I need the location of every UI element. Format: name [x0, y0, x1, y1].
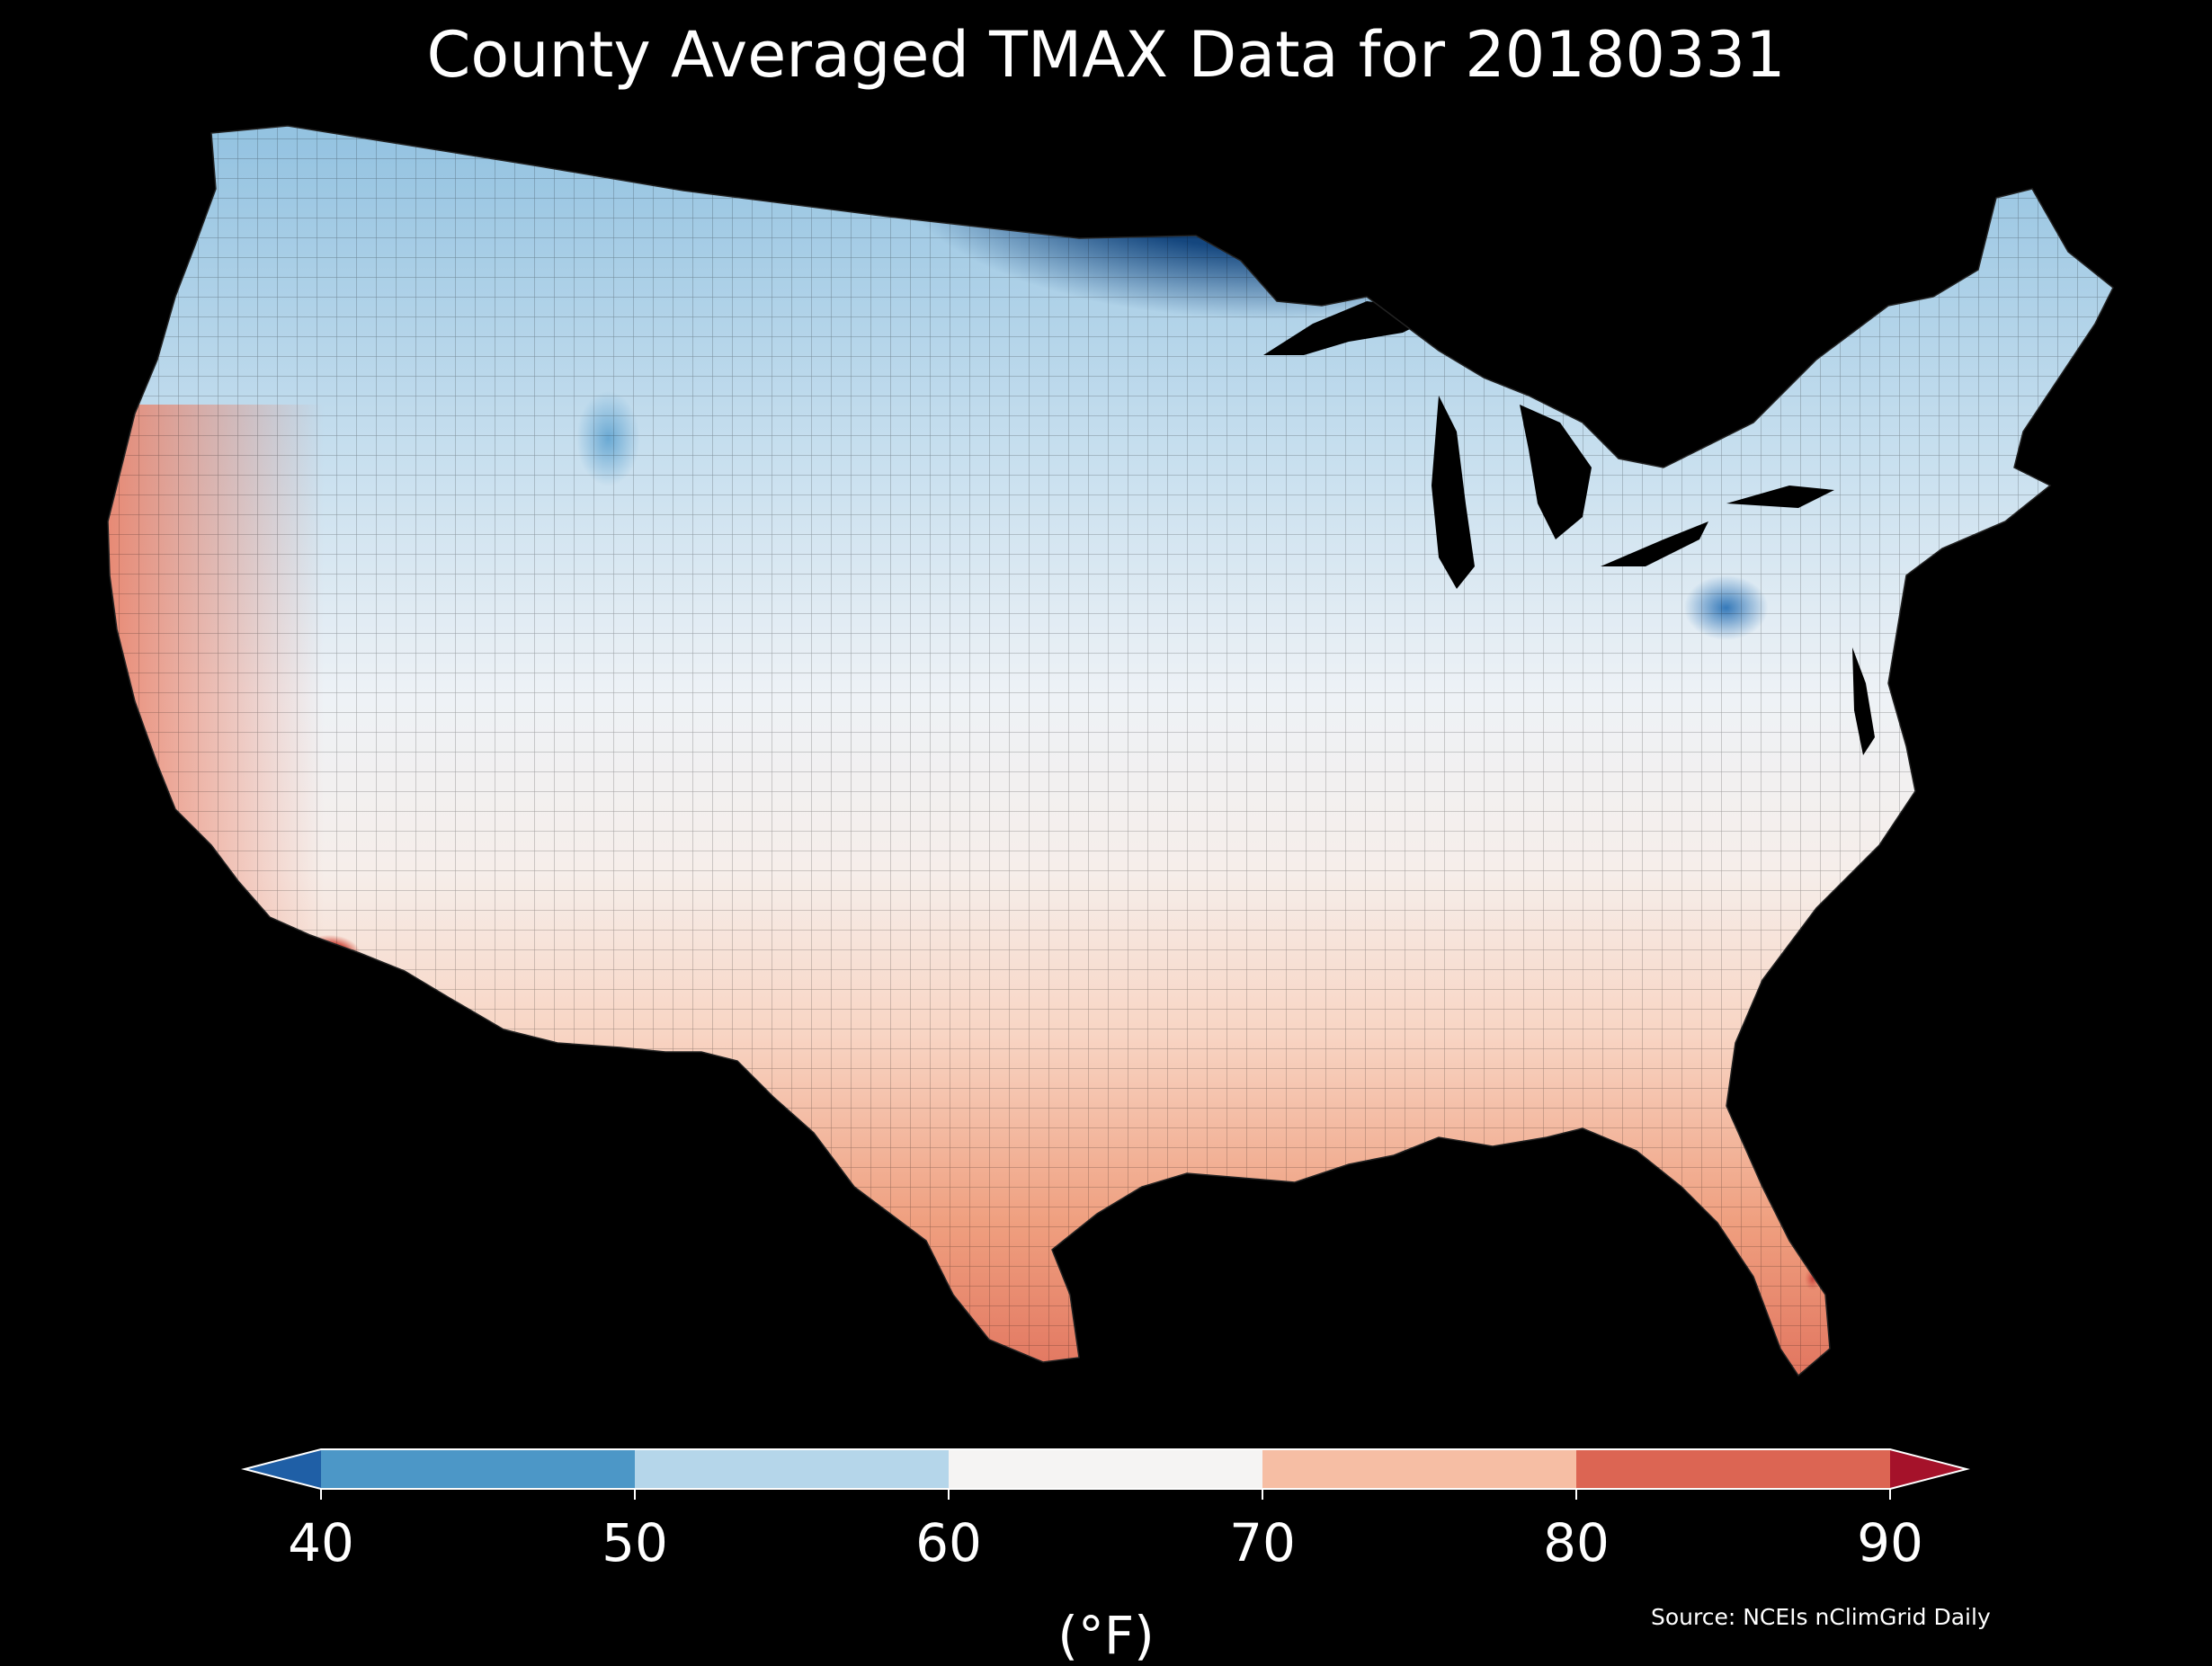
- colorbar-arrow-high: [1890, 1449, 1967, 1489]
- lake-huron: [1520, 405, 1592, 539]
- chesapeake-bay: [1852, 647, 1875, 755]
- colorbar-segment: [635, 1449, 950, 1489]
- colorbar-tick-label: 60: [915, 1512, 982, 1573]
- colorbar-arrow-low: [245, 1449, 321, 1489]
- colorbar-tick-label: 50: [602, 1512, 668, 1573]
- colorbar-tick-label: 70: [1229, 1512, 1296, 1573]
- colorbar-segment: [949, 1449, 1263, 1489]
- colorbar-segment: [1262, 1449, 1577, 1489]
- map-title: County Averaged TMAX Data for 20180331: [426, 18, 1786, 92]
- colorbar-tick-label: 80: [1543, 1512, 1610, 1573]
- colorbar-unit-label: (°F): [1057, 1605, 1155, 1666]
- lake-superior: [1263, 301, 1439, 355]
- lake-ontario: [1726, 486, 1834, 508]
- colorbar-tick-label: 90: [1857, 1512, 1923, 1573]
- lake-michigan: [1432, 396, 1475, 589]
- colorbar-segment: [321, 1449, 636, 1489]
- colorbar-tick-label: 40: [288, 1512, 354, 1573]
- source-credit: Source: NCEIs nClimGrid Daily: [1651, 1604, 1991, 1630]
- colorbar-segment: [1576, 1449, 1891, 1489]
- lake-erie: [1601, 521, 1708, 566]
- usa-outline: [107, 125, 2114, 1377]
